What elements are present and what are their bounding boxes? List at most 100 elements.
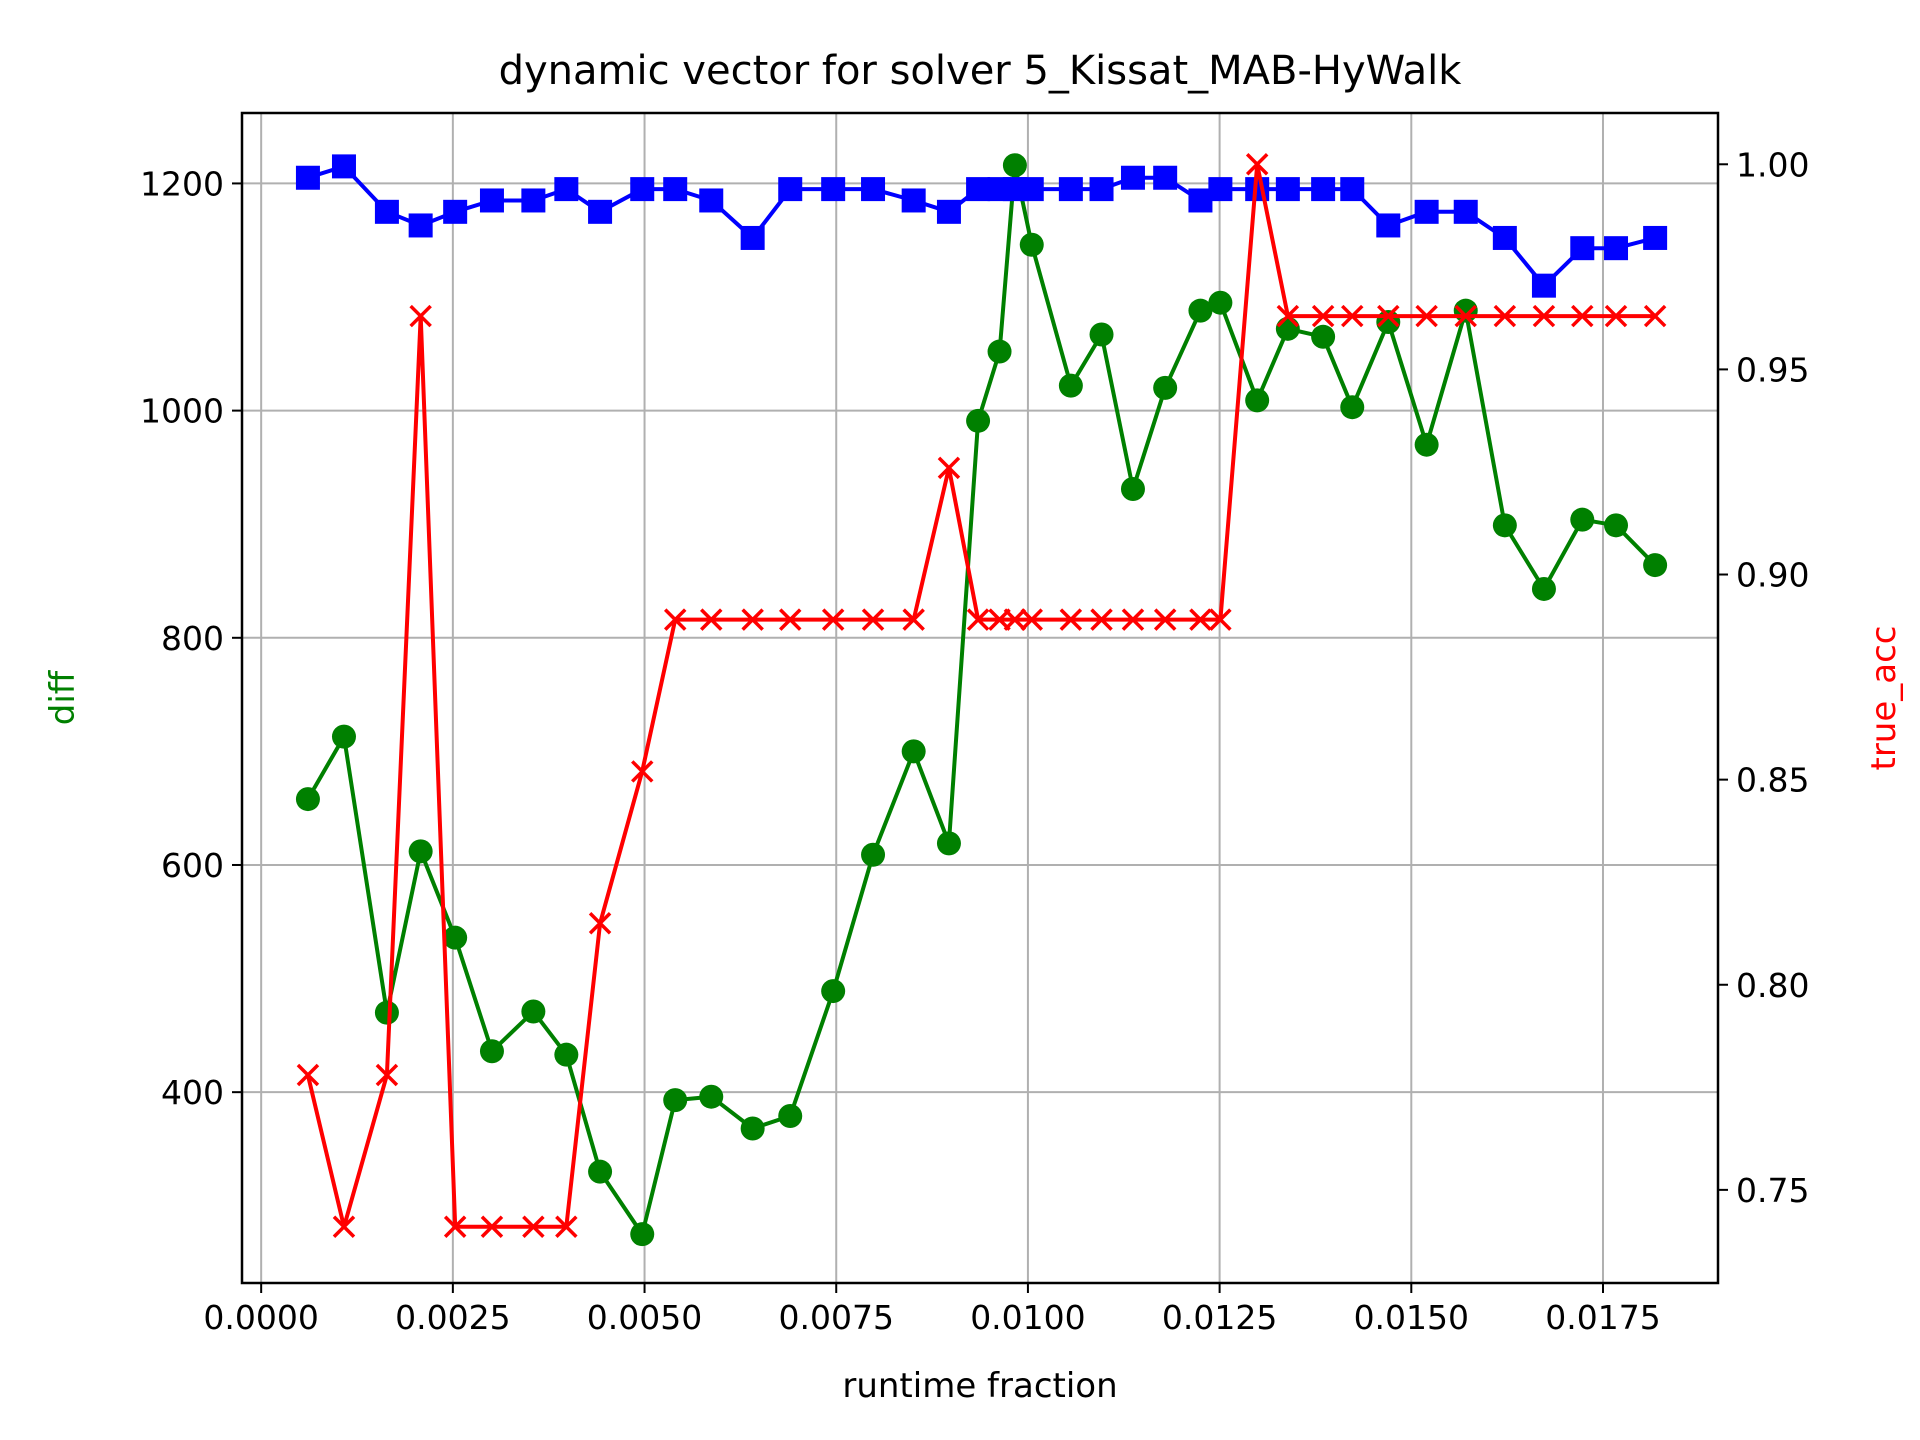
diff-point xyxy=(1414,432,1439,457)
blue-point xyxy=(1120,165,1145,190)
blue-point xyxy=(778,177,803,202)
blue-point xyxy=(1492,225,1517,250)
blue-point xyxy=(821,177,846,202)
plot-frame xyxy=(240,111,1720,1285)
true_acc-point xyxy=(1003,608,1027,631)
true_acc-point xyxy=(1454,304,1477,328)
true_acc-line xyxy=(305,162,1656,1229)
diff-point xyxy=(588,1159,613,1184)
true_acc-point xyxy=(631,760,654,783)
blue-point xyxy=(1570,236,1595,261)
diff-point xyxy=(987,339,1012,364)
diff-point xyxy=(1019,232,1044,257)
blue-point xyxy=(331,154,356,179)
true_acc-point xyxy=(332,1215,356,1239)
blue-point xyxy=(663,177,688,202)
x-tick-label: 0.0175 xyxy=(1545,1298,1660,1337)
true_acc-point xyxy=(966,608,990,631)
x-axis-title: runtime fraction xyxy=(842,1366,1117,1406)
x-tick-label: 0.0100 xyxy=(970,1298,1085,1337)
blue-point xyxy=(740,225,765,250)
true_acc-point xyxy=(522,1215,545,1239)
y-right-tick-label: 0.80 xyxy=(1736,966,1809,1005)
blue-point xyxy=(1311,177,1336,202)
blue-point xyxy=(861,177,886,202)
true_acc-point xyxy=(821,608,845,631)
blue-point xyxy=(1089,177,1114,202)
true_acc-point xyxy=(480,1215,504,1239)
diff-point xyxy=(1531,576,1556,601)
true_acc-point xyxy=(409,304,432,328)
blue-point xyxy=(443,199,468,224)
diff-point xyxy=(374,1000,399,1025)
true_acc-point xyxy=(1415,304,1438,328)
diff-point xyxy=(1492,513,1517,538)
y-right-tick-label: 0.75 xyxy=(1736,1171,1809,1210)
blue-point xyxy=(1153,165,1178,190)
blue-point xyxy=(630,177,655,202)
true_acc-point xyxy=(1643,304,1667,328)
true_acc-point xyxy=(443,1215,467,1239)
true_acc-point xyxy=(1493,304,1517,328)
y-left-tick-label: 400 xyxy=(161,1073,224,1112)
diff-point xyxy=(295,787,320,812)
true_acc-point xyxy=(1020,608,1043,631)
blue-point xyxy=(479,188,504,213)
diff-point xyxy=(1570,507,1595,532)
blue-point xyxy=(1019,177,1044,202)
diff-point xyxy=(1604,513,1629,538)
true_acc-point xyxy=(1276,304,1300,328)
blue-point xyxy=(936,199,961,224)
diff-point xyxy=(901,739,926,764)
blue-point xyxy=(1275,177,1300,202)
blue-point xyxy=(1604,236,1629,261)
diff-point xyxy=(1340,395,1365,420)
diff-point xyxy=(1311,324,1336,349)
true_acc-point xyxy=(1090,608,1113,631)
blue-point xyxy=(1643,225,1668,250)
diff-point xyxy=(1089,322,1114,347)
y-left-tick-label: 1000 xyxy=(140,392,224,431)
diff-line xyxy=(306,163,1657,1237)
y-left-tick-label: 800 xyxy=(161,619,224,658)
x-tick-label: 0.0000 xyxy=(203,1298,318,1337)
true_acc-point xyxy=(555,1215,578,1239)
true_acc-point xyxy=(1121,608,1145,631)
true_acc-series xyxy=(296,153,1667,1239)
y-left-tick-label: 1200 xyxy=(140,164,224,203)
blue-point xyxy=(1058,177,1083,202)
diff-point xyxy=(521,999,546,1024)
x-axis: 0.0000 0.0025 0.0050 0.0075 0.0100 0.0125 0.01… xyxy=(203,1283,1661,1337)
true_acc-point xyxy=(1311,304,1335,328)
diff-point xyxy=(331,724,356,749)
true_acc-point xyxy=(1571,304,1594,328)
x-tick-label: 0.0125 xyxy=(1162,1298,1277,1337)
blue-point xyxy=(699,188,724,213)
blue-point xyxy=(966,177,991,202)
blue-point xyxy=(1414,199,1439,224)
diff-point xyxy=(861,842,886,867)
diff-point xyxy=(1002,153,1027,178)
diff-point xyxy=(936,831,961,856)
blue-point xyxy=(1340,177,1365,202)
true_acc-point xyxy=(700,608,723,631)
blue-point xyxy=(1453,199,1478,224)
blue-series xyxy=(295,154,1668,298)
true_acc-point xyxy=(1189,608,1212,631)
diff-point xyxy=(740,1116,765,1141)
diff-point xyxy=(1208,290,1233,315)
diff-point xyxy=(443,925,468,950)
diff-point xyxy=(778,1104,803,1129)
x-tick-label: 0.0150 xyxy=(1354,1298,1469,1337)
blue-point xyxy=(408,213,433,238)
blue-point xyxy=(1531,273,1556,298)
true_acc-point xyxy=(1604,304,1628,328)
y-left-tick-label: 600 xyxy=(161,846,224,885)
true_acc-point xyxy=(778,608,802,631)
x-tick-label: 0.0025 xyxy=(395,1298,510,1337)
blue-point xyxy=(1208,177,1233,202)
true_acc-point xyxy=(861,608,885,631)
y-right-tick-label: 0.85 xyxy=(1736,761,1809,800)
